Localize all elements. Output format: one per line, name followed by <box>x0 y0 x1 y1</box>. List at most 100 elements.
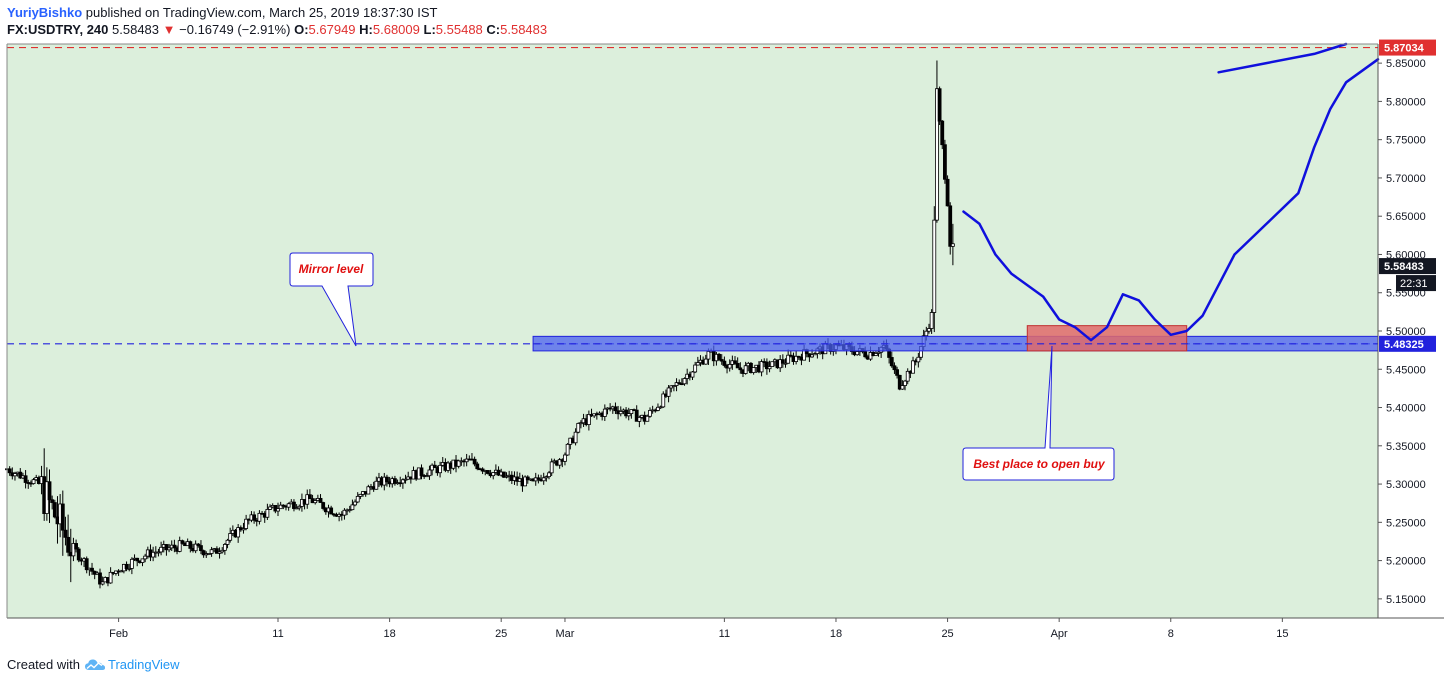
candle-body <box>71 543 76 557</box>
candle-body <box>563 454 567 462</box>
symbol-info: FX:USDTRY, 240 5.58483 ▼ −0.16749 (−2.91… <box>7 22 547 37</box>
candle-body <box>927 328 931 332</box>
candle-body <box>172 544 177 549</box>
candle-body <box>796 355 801 358</box>
candle-body <box>783 362 788 365</box>
close-label: C: <box>486 22 501 37</box>
candle-body <box>188 541 193 549</box>
published-text: published on TradingView.com, March 25, … <box>85 5 438 20</box>
high-label: H: <box>359 22 373 37</box>
candle-body <box>207 553 211 555</box>
candle-body <box>353 501 357 506</box>
candle-body <box>751 367 756 373</box>
tradingview-logo[interactable]: TradingView <box>84 657 180 672</box>
candle-body <box>400 479 405 484</box>
time-tick-label: 25 <box>941 628 953 640</box>
candle-body <box>525 476 530 481</box>
candle-body <box>156 551 161 554</box>
candle-body <box>66 536 71 553</box>
candle-body <box>501 471 506 478</box>
candle-body <box>719 359 724 362</box>
candle-body <box>98 572 102 585</box>
candle-body <box>374 480 379 490</box>
candle-body <box>50 499 55 503</box>
price-axis[interactable]: 5.850005.800005.750005.700005.650005.600… <box>1378 58 1426 606</box>
price-tick-label: 5.50000 <box>1386 326 1426 338</box>
candle-body <box>932 219 937 313</box>
candle-body <box>557 459 562 466</box>
candle-body <box>695 362 700 366</box>
candle-body <box>393 478 397 484</box>
candle-body <box>889 357 894 367</box>
tradingview-cloud-icon <box>84 658 106 670</box>
candle-body <box>602 408 607 417</box>
candle-body <box>674 382 679 386</box>
low-label: L: <box>423 22 436 37</box>
candle-body <box>706 351 711 360</box>
projection-layer <box>962 42 1380 342</box>
candle-body <box>937 88 942 122</box>
candle-body <box>286 503 291 508</box>
time-axis[interactable]: Feb 11 18 25 Mar 11 18 25 Apr 8 15 <box>109 618 1288 640</box>
time-tick-label: 18 <box>830 628 842 640</box>
candle-body <box>108 571 113 584</box>
candle-body <box>547 472 551 478</box>
candle-body <box>193 543 198 552</box>
candle-body <box>717 353 721 360</box>
price-tick-label: 5.40000 <box>1386 403 1426 415</box>
candle-body <box>786 354 791 364</box>
candle-body <box>727 364 732 369</box>
candle-body <box>579 422 583 425</box>
price-tick-label: 5.75000 <box>1386 135 1426 147</box>
candle-body <box>321 502 326 509</box>
candle-body <box>297 505 302 509</box>
down-arrow-icon: ▼ <box>162 22 176 37</box>
candle-body <box>943 144 947 180</box>
time-tick-label: Mar <box>555 628 574 640</box>
candle-body <box>794 355 799 362</box>
candle-body <box>770 361 775 367</box>
blue-level-price-tag: 5.48325 <box>1384 339 1424 351</box>
author-link[interactable]: YuriyBishko <box>7 5 83 20</box>
candle-body <box>658 406 663 409</box>
time-tick-label: Apr <box>1051 628 1068 640</box>
candle-body <box>177 540 182 552</box>
candle-body <box>945 178 950 207</box>
candle-body <box>586 414 591 425</box>
candle-body <box>135 557 140 562</box>
candle-body <box>682 378 687 385</box>
candle-body <box>629 409 634 414</box>
candle-body <box>722 360 727 366</box>
candle-body <box>225 539 230 545</box>
candle-body <box>329 507 334 515</box>
candle-body <box>100 581 105 585</box>
candle-body <box>759 361 764 373</box>
candle-body <box>265 509 270 518</box>
red-level-price-tag: 5.87034 <box>1384 43 1425 55</box>
countdown-bg <box>1396 275 1436 292</box>
candle-body <box>217 551 222 554</box>
candle-body <box>366 486 371 495</box>
candle-body <box>892 365 897 371</box>
candle-body <box>276 508 280 512</box>
close-value: 5.58483 <box>500 22 548 37</box>
candle-body <box>855 351 860 356</box>
mirror-level-callout: Mirror level <box>299 262 364 276</box>
candle-body <box>940 120 945 146</box>
candle-body <box>613 406 618 412</box>
candle-body <box>236 527 241 538</box>
candle-body <box>52 502 57 518</box>
candle-body <box>873 353 878 357</box>
candle-body <box>273 505 278 512</box>
candle-body <box>129 558 134 569</box>
candle-body <box>244 518 249 529</box>
price-chart[interactable]: Mirror level Best place to open buy 5.85… <box>0 0 1444 650</box>
candle-body <box>268 506 272 510</box>
mirror-level-callout-box <box>289 252 374 347</box>
time-tick-label: 18 <box>383 628 395 640</box>
candle-body <box>573 431 578 444</box>
blue-level-price-tag-bg <box>1379 335 1436 352</box>
candle-body <box>950 243 955 247</box>
candle-body <box>778 359 783 369</box>
callouts-layer: Mirror level Best place to open buy <box>289 252 1115 481</box>
